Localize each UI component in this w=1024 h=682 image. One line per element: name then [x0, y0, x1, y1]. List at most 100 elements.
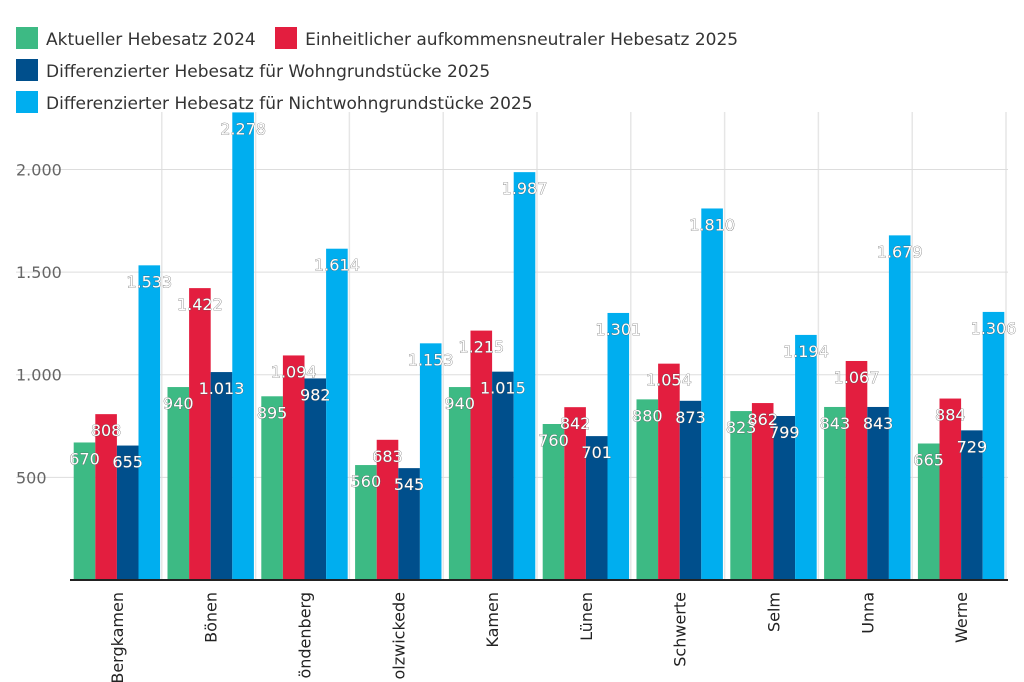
- category-label: öndenberg: [296, 592, 315, 679]
- bar[interactable]: [679, 400, 702, 580]
- data-label: 683: [372, 447, 403, 466]
- bar[interactable]: [326, 248, 348, 580]
- bar[interactable]: [304, 378, 327, 580]
- data-label: 940: [163, 394, 194, 413]
- bar[interactable]: [542, 424, 565, 580]
- data-label: 560: [351, 472, 382, 491]
- data-label: 1.094: [271, 362, 317, 381]
- grid-lines: [161, 112, 1007, 580]
- bar[interactable]: [939, 398, 962, 580]
- data-labels: 670 808 655 1.533 940 1.422 1.013 2.278 895 1.094…: [69, 119, 1017, 494]
- y-tick-label: 1.000: [16, 366, 62, 385]
- bar[interactable]: [845, 360, 868, 580]
- bars: [73, 112, 1005, 581]
- data-label: 873: [675, 408, 706, 427]
- data-label: 1.614: [314, 256, 360, 275]
- bar[interactable]: [355, 465, 377, 580]
- data-label: 1.301: [595, 320, 641, 339]
- data-label: 1.054: [646, 371, 692, 390]
- bar[interactable]: [585, 436, 608, 580]
- legend-item-nichtwohn-2025[interactable]: Differenzierter Hebesatz für Nichtwohngr…: [16, 88, 533, 120]
- x-axis: Bergkamen Bönen öndenberg olzwickede Kamen Lü…: [70, 579, 1008, 682]
- data-label: 940: [444, 394, 475, 413]
- bar[interactable]: [398, 468, 420, 580]
- data-label: 982: [300, 385, 331, 404]
- data-label: 545: [394, 475, 425, 494]
- bar[interactable]: [917, 443, 940, 581]
- bar[interactable]: [658, 363, 680, 580]
- category-label: Lünen: [577, 592, 596, 641]
- bar[interactable]: [888, 235, 911, 580]
- y-tick-label: 1.500: [16, 263, 62, 282]
- data-label: 1.015: [480, 379, 526, 398]
- bar[interactable]: [167, 387, 190, 580]
- data-label: 1.810: [689, 215, 735, 234]
- category-label: Kamen: [483, 592, 502, 648]
- bar[interactable]: [232, 112, 254, 581]
- category-label: Werne: [952, 592, 971, 643]
- legend-item-einheitlich-2025[interactable]: Einheitlicher aufkommensneutraler Hebesa…: [275, 24, 738, 56]
- bar[interactable]: [116, 445, 139, 580]
- category-label: olzwickede: [389, 592, 408, 680]
- data-label: 670: [69, 449, 100, 468]
- bar[interactable]: [961, 430, 983, 580]
- bar[interactable]: [95, 414, 117, 580]
- data-label: 895: [257, 403, 288, 422]
- bar[interactable]: [701, 208, 723, 580]
- category-label: Bergkamen: [108, 592, 127, 682]
- legend-label: Differenzierter Hebesatz für Wohngrundst…: [46, 62, 491, 82]
- bar[interactable]: [376, 439, 399, 580]
- data-label: 1.013: [199, 379, 245, 398]
- data-label: 862: [747, 410, 778, 429]
- data-label: 1.306: [971, 319, 1017, 338]
- legend-label: Aktueller Hebesatz 2024: [46, 30, 256, 50]
- bar[interactable]: [448, 387, 471, 580]
- category-label: Bönen: [202, 592, 221, 643]
- data-label: 843: [820, 414, 851, 433]
- data-label: 842: [560, 414, 591, 433]
- bar[interactable]: [795, 334, 817, 580]
- legend-swatch-nichtwohn-2025: [16, 91, 38, 113]
- data-label: 884: [935, 406, 966, 425]
- category-label: Selm: [765, 592, 784, 632]
- bar[interactable]: [607, 312, 630, 580]
- data-label: 1.987: [502, 179, 548, 198]
- data-label: 823: [726, 418, 757, 437]
- bar[interactable]: [73, 442, 96, 580]
- bar[interactable]: [210, 372, 233, 580]
- data-label: 655: [112, 453, 143, 472]
- bar[interactable]: [982, 311, 1005, 580]
- data-label: 799: [769, 423, 800, 442]
- bar[interactable]: [824, 406, 846, 580]
- data-label: 1.679: [877, 242, 923, 261]
- data-label: 729: [957, 437, 988, 456]
- bar[interactable]: [867, 406, 889, 580]
- bar[interactable]: [564, 407, 586, 580]
- data-label: 701: [581, 443, 612, 462]
- data-label: 2.278: [220, 119, 266, 138]
- legend-item-aktuell-2024[interactable]: Aktueller Hebesatz 2024: [16, 24, 256, 56]
- bar[interactable]: [261, 396, 283, 580]
- bar[interactable]: [470, 330, 493, 580]
- legend-item-wohn-2025[interactable]: Differenzierter Hebesatz für Wohngrundst…: [16, 56, 490, 88]
- data-label: 760: [538, 431, 569, 450]
- bar[interactable]: [282, 355, 305, 580]
- bar[interactable]: [419, 343, 442, 580]
- data-label: 1.194: [783, 342, 829, 361]
- y-tick-label: 500: [16, 468, 47, 487]
- legend-label: Differenzierter Hebesatz für Nichtwohngr…: [46, 94, 533, 114]
- bar[interactable]: [730, 411, 752, 580]
- data-label: 1.067: [834, 368, 880, 387]
- bar[interactable]: [751, 403, 774, 580]
- data-label: 843: [863, 414, 894, 433]
- bar[interactable]: [138, 265, 161, 580]
- bar[interactable]: [492, 371, 514, 580]
- legend: Aktueller Hebesatz 2024 Einheitlicher au…: [16, 24, 1006, 120]
- data-label: 808: [91, 421, 122, 440]
- data-label: 880: [632, 406, 663, 425]
- bar[interactable]: [189, 288, 211, 580]
- bar[interactable]: [636, 399, 659, 580]
- bar[interactable]: [513, 172, 536, 581]
- bar[interactable]: [773, 415, 796, 580]
